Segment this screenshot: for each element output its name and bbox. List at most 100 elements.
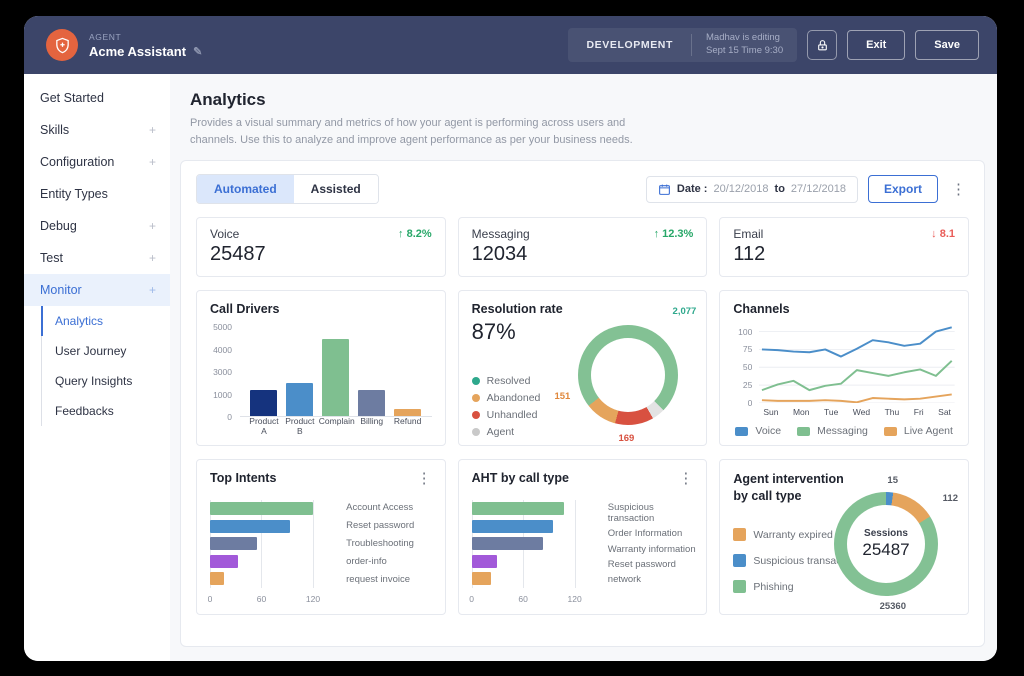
horizontal-bar-chart: 0 60 120 Suspicious transaction Order Inform…	[469, 500, 699, 604]
legend-swatch	[471, 394, 480, 402]
legend-label: Agent	[486, 426, 515, 438]
slice-value-label: 25360	[879, 601, 906, 612]
x-axis-labels: Sun Mon Tue Wed Thu Fri Sat	[763, 407, 951, 417]
save-button[interactable]: Save	[915, 30, 979, 60]
date-range-picker[interactable]: Date : 20/12/2018 to 27/12/2018	[645, 175, 858, 203]
sidebar-subitem-analytics[interactable]: Analytics	[41, 306, 170, 336]
sidebar-subitem-feedbacks[interactable]: Feedbacks	[55, 404, 114, 418]
resolution-rate-card: Resolution rate 87% Resolved Abandoned Unhan…	[457, 290, 708, 446]
agent-intervention-legend: Warranty expired Suspicious transaction Ph…	[733, 528, 858, 593]
bar-suspicious-transaction	[471, 502, 565, 515]
donut-center-label: Sessions	[864, 528, 908, 539]
bar-order-information	[471, 519, 554, 533]
sidebar-item-monitor[interactable]: Monitor +	[24, 274, 170, 306]
category-labels: Account Access Reset password Troubleshoot…	[346, 502, 415, 585]
sidebar-item-get-started[interactable]: Get Started	[24, 82, 170, 114]
exit-button[interactable]: Exit	[847, 30, 906, 60]
sidebar-item-entity-types[interactable]: Entity Types	[24, 178, 170, 210]
sidebar-item-label: Entity Types	[40, 187, 108, 201]
bar-request-invoice	[210, 572, 224, 585]
x-tick-label: 60	[256, 594, 267, 604]
kpi-delta: ↓ 8.1	[931, 228, 955, 240]
slice-value-label: 151	[554, 391, 571, 402]
tab-automated[interactable]: Automated	[197, 175, 294, 203]
expand-plus-icon[interactable]: +	[148, 123, 156, 137]
agent-name: Acme Assistant	[89, 43, 187, 59]
toolbar: Automated Assisted Date : 20/12/2018 to 2…	[196, 174, 969, 204]
category-labels: Suspicious transaction Order Information W…	[607, 502, 696, 585]
x-tick-label: 120	[305, 594, 321, 604]
sidebar-subitem-query-insights[interactable]: Query Insights	[55, 374, 133, 388]
legend-label: Voice	[755, 425, 782, 437]
legend-swatch	[471, 377, 480, 385]
kpi-delta: ↑ 8.2%	[398, 228, 432, 240]
card-title: AHT by call type	[471, 471, 569, 485]
legend-item-abandoned: Abandoned	[471, 392, 541, 404]
legend-item-unhandled: Unhandled	[471, 409, 541, 421]
agent-intervention-card: Agent intervention by call type Warranty …	[719, 459, 969, 615]
aht-by-call-type-card: AHT by call type ⋮ 0 60 120 Suspicious transa…	[457, 459, 708, 615]
bar-product-a	[250, 390, 278, 416]
expand-plus-icon[interactable]: +	[148, 219, 156, 233]
sidebar-item-skills[interactable]: Skills +	[24, 114, 170, 146]
bar-reset-password	[471, 554, 498, 568]
environment-badge[interactable]: DEVELOPMENT	[586, 39, 673, 51]
card-title: Channels	[733, 302, 790, 316]
donut-center: Sessions 25487	[847, 505, 925, 583]
analytics-panel: Automated Assisted Date : 20/12/2018 to 2…	[180, 160, 985, 647]
series-live-agent	[762, 393, 953, 403]
legend-item-resolved: Resolved	[471, 375, 541, 387]
bar-network	[471, 572, 491, 585]
sidebar-item-debug[interactable]: Debug +	[24, 210, 170, 242]
sidebar-item-configuration[interactable]: Configuration +	[24, 146, 170, 178]
sidebar-item-test[interactable]: Test +	[24, 242, 170, 274]
line-chart-svg	[759, 326, 955, 403]
lock-button[interactable]	[807, 30, 838, 60]
expand-plus-icon[interactable]: +	[148, 155, 156, 169]
main-content: Analytics Provides a visual summary and …	[170, 74, 997, 661]
bar-refund	[394, 409, 422, 416]
legend-swatch	[883, 426, 897, 436]
expand-plus-icon[interactable]: +	[148, 251, 156, 265]
legend-swatch	[797, 426, 811, 436]
card-kebab-icon[interactable]: ⋮	[678, 470, 694, 487]
chart-row-1: Call Drivers 0 1000 3000 4000 5000 Product A Pr…	[196, 290, 969, 446]
bar-troubleshooting	[210, 537, 258, 550]
sidebar-subitem-user-journey[interactable]: User Journey	[55, 344, 127, 358]
tab-assisted[interactable]: Assisted	[293, 175, 378, 203]
calendar-icon	[658, 184, 670, 195]
legend-label: Phishing	[753, 580, 794, 593]
monitor-submenu: Analytics User Journey Query Insights Feedb…	[41, 306, 170, 426]
legend-label: Warranty expired	[753, 528, 833, 541]
export-button[interactable]: Export	[867, 175, 938, 203]
channels-card: Channels 0 25 50 75 100 Sun Mon Tue Wed Thu Fri Sat V…	[719, 290, 969, 446]
kpi-row: Voice ↑ 8.2% 25487 Messaging ↑ 12.3% 12034 Ema…	[196, 217, 969, 277]
bar-account-access	[210, 502, 313, 515]
legend-swatch	[733, 554, 747, 567]
card-title: Resolution rate	[471, 302, 563, 316]
kpi-value: 112	[733, 243, 766, 265]
date-to: 27/12/2018	[790, 183, 846, 195]
expand-plus-icon[interactable]: +	[148, 283, 156, 297]
legend-item-agent: Agent	[471, 426, 541, 438]
agent-label: AGENT	[89, 31, 122, 42]
sidebar-item-label: Monitor	[40, 283, 82, 297]
kpi-label: Email	[733, 227, 764, 241]
toolbar-kebab-icon[interactable]: ⋮	[951, 180, 966, 198]
card-kebab-icon[interactable]: ⋮	[416, 470, 432, 487]
legend-label: Abandoned	[486, 392, 541, 404]
legend-swatch	[735, 426, 749, 436]
slice-value-label: 169	[618, 433, 635, 444]
y-axis-labels: 0 25 50 75 100	[738, 326, 753, 408]
line-chart: 0 25 50 75 100	[733, 323, 955, 408]
date-to-word: to	[774, 183, 785, 195]
page-description: Provides a visual summary and metrics of…	[190, 117, 633, 146]
legend-label: Resolved	[486, 375, 531, 387]
edit-agent-icon[interactable]: ✎	[193, 45, 203, 58]
x-tick-label: 0	[469, 594, 475, 604]
card-title: Agent intervention by call type	[733, 472, 844, 503]
sidebar-item-label: Get Started	[40, 91, 104, 105]
gridline	[312, 500, 314, 588]
legend-item-voice: Voice	[735, 425, 781, 437]
resolution-legend: Resolved Abandoned Unhandled Agent	[471, 375, 541, 438]
